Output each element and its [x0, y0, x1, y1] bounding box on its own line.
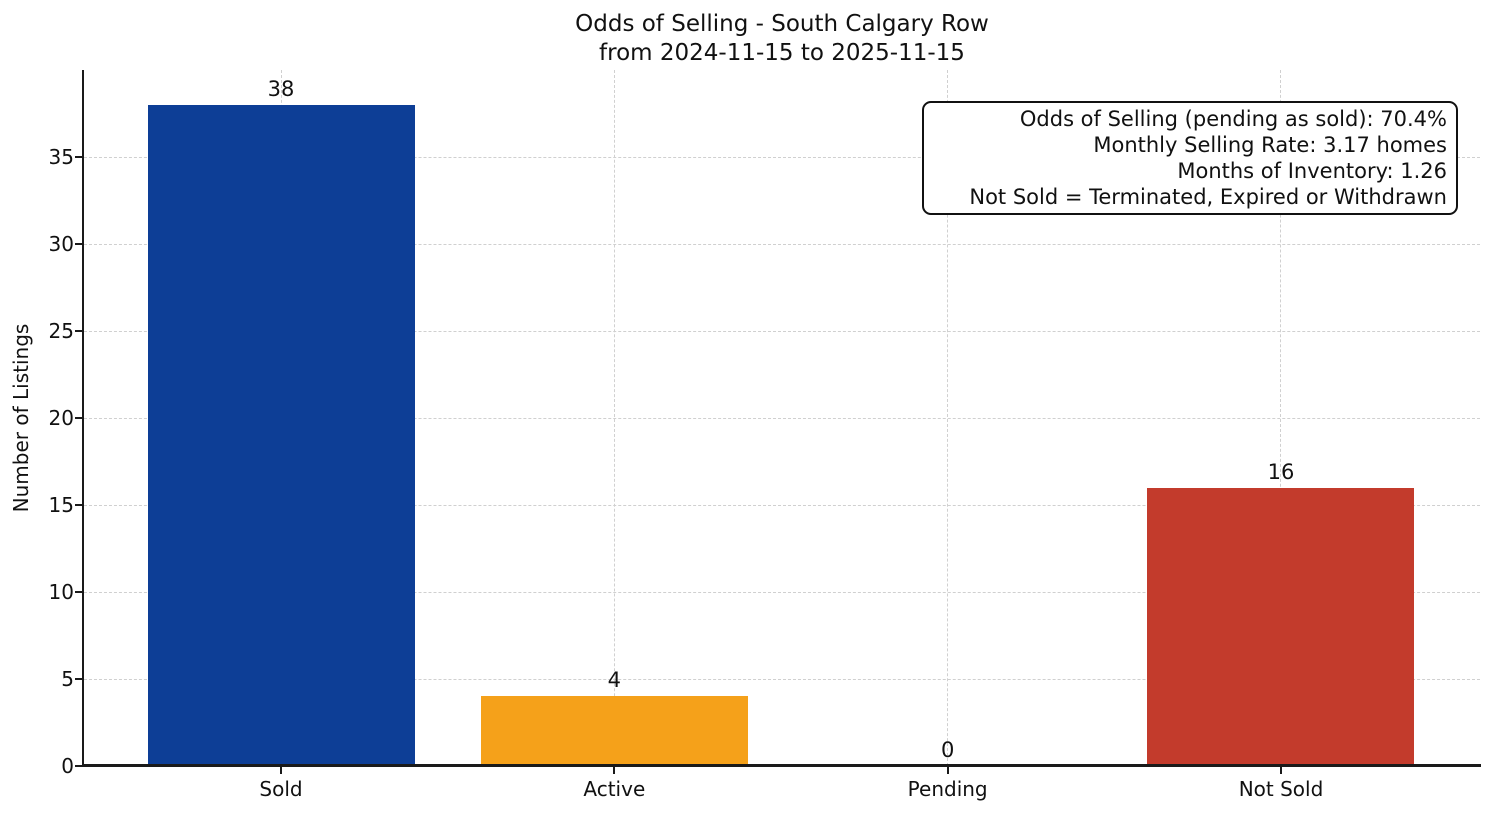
x-tick-label-sold: Sold	[259, 777, 303, 801]
y-tick-label-5: 5	[61, 667, 74, 691]
x-tick-mark-active	[613, 766, 616, 774]
y-axis-spine	[82, 70, 84, 767]
y-tick-mark-15	[75, 504, 83, 506]
h-gridline-35	[84, 157, 1480, 158]
bar-sold	[147, 104, 415, 766]
v-gridline-active	[613, 70, 615, 766]
annotation-line-1: Odds of Selling (pending as sold): 70.4%	[1019, 107, 1447, 131]
x-tick-mark-not-sold	[1279, 766, 1282, 774]
y-tick-mark-30	[75, 243, 83, 245]
y-tick-label-15: 15	[48, 493, 74, 517]
x-tick-mark-sold	[280, 766, 282, 774]
bar-not-sold	[1147, 487, 1415, 766]
h-gridline-20	[84, 418, 1480, 419]
v-gridline-not-sold	[1280, 70, 1282, 766]
v-gridline-pending	[947, 70, 949, 766]
h-gridline-25	[84, 331, 1480, 332]
x-tick-label-not-sold: Not Sold	[1238, 777, 1324, 801]
x-tick-label-pending: Pending	[907, 777, 988, 801]
y-tick-label-25: 25	[48, 319, 74, 343]
y-tick-mark-35	[75, 156, 83, 158]
y-tick-label-10: 10	[48, 580, 74, 604]
annotation-line-2: Monthly Selling Rate: 3.17 homes	[1093, 133, 1447, 157]
bar-value-label-pending: 0	[940, 738, 955, 762]
y-tick-mark-0	[75, 765, 83, 767]
bar-value-label-not-sold: 16	[1267, 459, 1295, 484]
y-tick-label-0: 0	[61, 754, 74, 778]
chart-subtitle: from 2024-11-15 to 2025-11-15	[599, 40, 965, 66]
h-gridline-15	[84, 505, 1480, 506]
y-tick-mark-20	[75, 417, 83, 419]
bar-active	[480, 696, 748, 766]
bar-value-label-sold: 38	[267, 76, 295, 101]
h-gridline-10	[84, 592, 1480, 593]
annotation-line-3: Months of Inventory: 1.26	[1177, 159, 1447, 183]
y-tick-mark-10	[75, 591, 83, 593]
x-axis-spine	[82, 764, 1481, 767]
y-tick-label-35: 35	[48, 145, 74, 169]
x-tick-mark-pending	[946, 766, 949, 774]
y-tick-mark-25	[75, 330, 83, 332]
stats-annotation-box: Odds of Selling (pending as sold): 70.4%…	[922, 101, 1458, 215]
stats-annotation-lines: Odds of Selling (pending as sold): 70.4%…	[933, 106, 1447, 210]
chart-title-block: Odds of Selling - South Calgary Row from…	[84, 10, 1480, 68]
chart-title: Odds of Selling - South Calgary Row	[575, 11, 989, 37]
y-tick-mark-5	[75, 678, 83, 680]
bar-value-label-active: 4	[607, 668, 622, 693]
h-gridline-30	[84, 244, 1480, 245]
x-tick-label-active: Active	[583, 777, 646, 801]
annotation-line-4: Not Sold = Terminated, Expired or Withdr…	[969, 185, 1447, 209]
y-tick-label-30: 30	[48, 232, 74, 256]
h-gridline-5	[84, 679, 1480, 680]
y-tick-label-20: 20	[48, 406, 74, 430]
